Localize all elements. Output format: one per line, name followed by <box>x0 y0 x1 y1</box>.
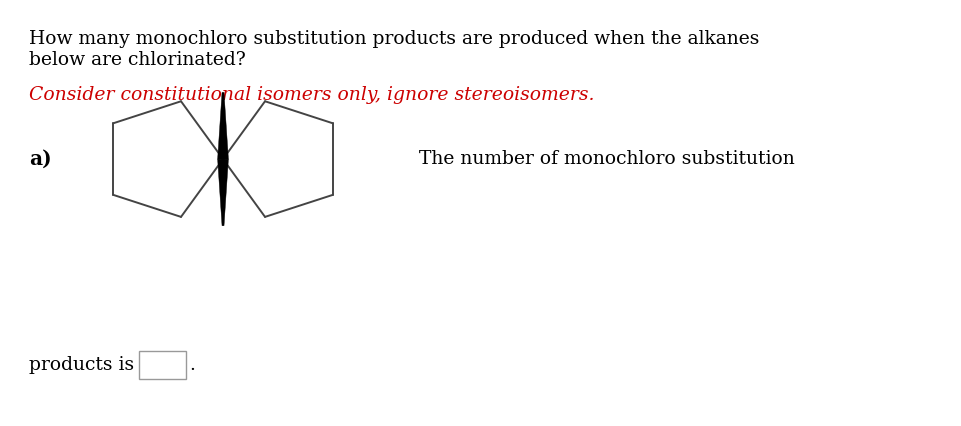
Text: How many monochloro substitution products are produced when the alkanes: How many monochloro substitution product… <box>29 30 758 48</box>
Text: a): a) <box>29 149 52 169</box>
FancyBboxPatch shape <box>138 351 185 379</box>
Polygon shape <box>217 92 228 159</box>
Text: The number of monochloro substitution: The number of monochloro substitution <box>419 150 794 168</box>
Text: Consider constitutional isomers only, ignore stereoisomers.: Consider constitutional isomers only, ig… <box>29 86 594 104</box>
Polygon shape <box>217 159 228 226</box>
Text: .: . <box>189 356 195 374</box>
Text: products is: products is <box>29 356 134 374</box>
Text: below are chlorinated?: below are chlorinated? <box>29 51 245 69</box>
